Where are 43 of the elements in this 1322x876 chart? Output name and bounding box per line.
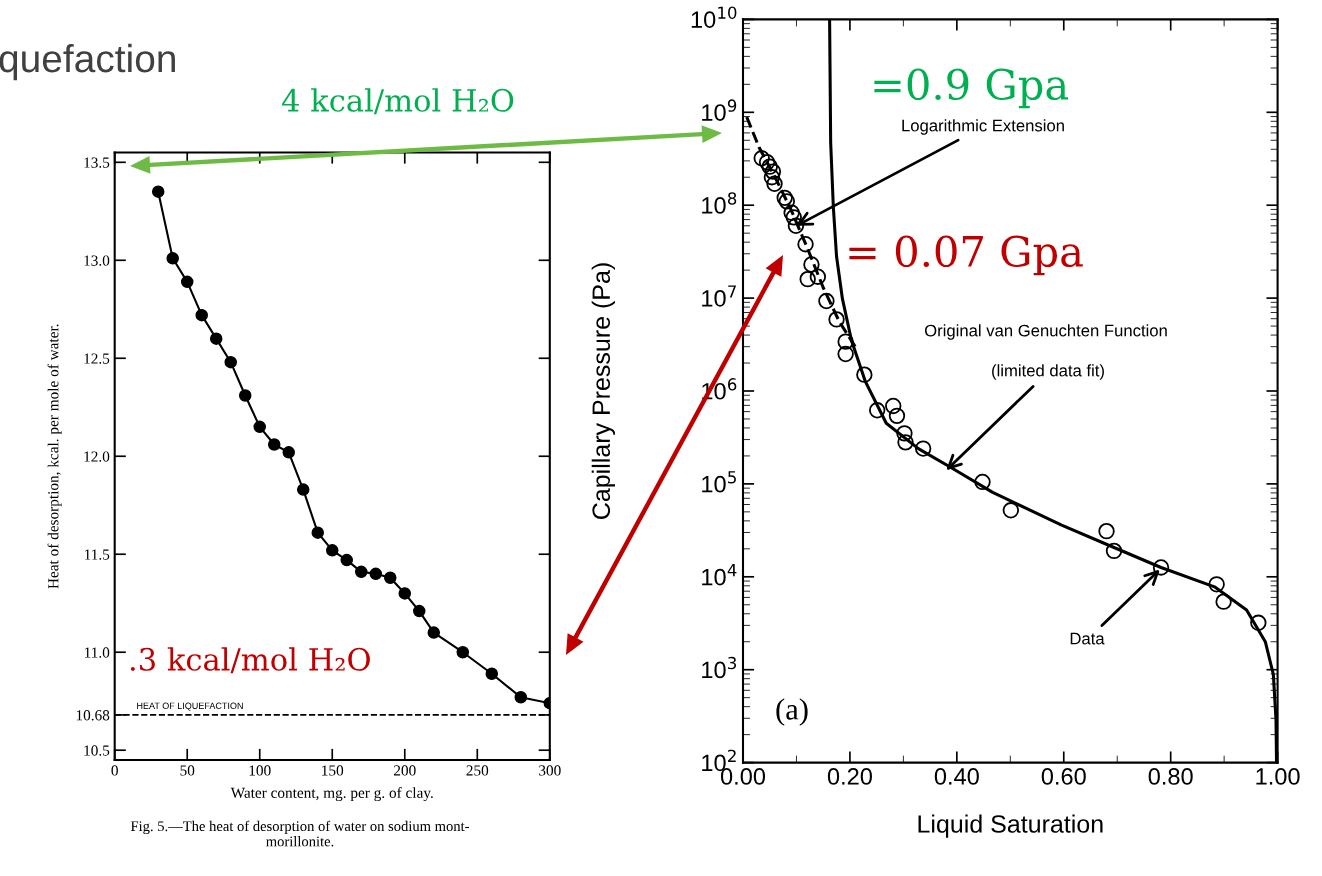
y-tick-label: 11.5 (85, 549, 110, 560)
y-tick-label: 13.5 (84, 157, 110, 168)
y-axis-title: Heat of desorption, kcal. per mole of water. (47, 324, 62, 589)
x-axis-title: Water content, mg. per g. of clay. (230, 787, 433, 802)
y-tick-label: 11.0 (85, 647, 110, 658)
y-tick-label: 10$^{3}$ (702, 656, 737, 679)
x-tick-label: 0.40 (934, 768, 979, 785)
y-tick-label: 10$^{4}$ (702, 564, 737, 586)
annotation: Original van Genuchten Function (924, 324, 1167, 340)
x-tick-label: 1.00 (1256, 768, 1300, 785)
annotation: .3 kcal/mol H₂O (130, 647, 370, 674)
x-tick-label: 0.80 (1148, 768, 1193, 785)
x-tick-label: 0.20 (827, 768, 872, 785)
y-tick-label: 10$^{5}$ (702, 471, 736, 493)
annotation: Data (1070, 632, 1105, 645)
annotation: (limited data fit) (992, 364, 1104, 380)
annotation: = 0.07 Gpa (849, 235, 1083, 276)
caption: Fig. 5.—The heat of desorption of water on sodium mont- morillonite. (130, 820, 469, 847)
y-tick-label: 12.5 (84, 353, 110, 364)
y-tick-label: 13.0 (84, 255, 110, 266)
annotation: Logarithmic Extension (902, 119, 1064, 135)
x-tick-label: 50 (180, 765, 195, 776)
text: 4 kcal/mol H₂O (282, 88, 514, 115)
x-tick-label: 200 (393, 765, 416, 776)
annotation: (a) (776, 698, 808, 726)
x-tick-label: 250 (466, 765, 489, 776)
y-tick-label: 10$^{8}$ (702, 192, 737, 214)
ref-line-label: HEAT OF LIQUEFACTION (137, 702, 243, 711)
y-tick-label: 10.68 (76, 710, 110, 721)
y-tick-label: 12.0 (84, 451, 110, 462)
y-tick-label: 10.5 (84, 745, 110, 756)
y-axis-title: Capillary Pressure (Pa) (591, 263, 615, 519)
x-tick-label: 150 (322, 765, 344, 776)
x-tick-label: 0 (111, 765, 118, 776)
y-tick-label: 10$^{7}$ (702, 285, 736, 307)
y-tick-label: 10$^{10}$ (691, 6, 737, 29)
x-tick-label: 0.60 (1041, 768, 1086, 785)
x-axis-title: Liquid Saturation (918, 814, 1103, 838)
y-tick-label: 10$^{9}$ (702, 99, 737, 121)
chart-title: quefaction (0, 43, 175, 81)
annotation: =0.9 Gpa (874, 68, 1069, 109)
x-tick-label: 100 (249, 765, 271, 776)
x-tick-label: 300 (539, 765, 561, 776)
